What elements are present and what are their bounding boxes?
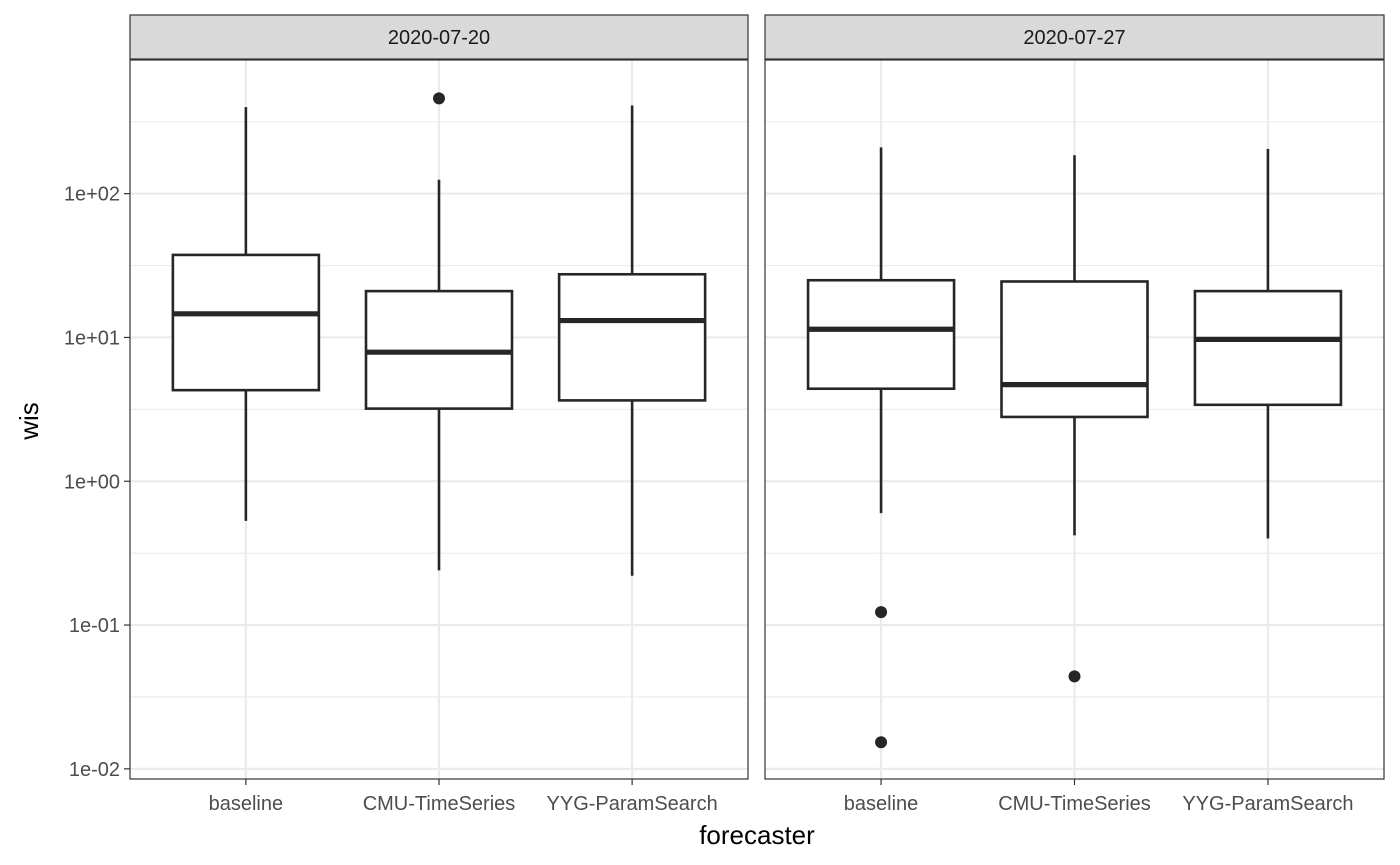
facet-strip-label: 2020-07-27 <box>1023 27 1125 49</box>
facet-strip <box>764 14 1385 60</box>
box-baseline <box>171 253 321 392</box>
box-cmu-timeseries <box>1000 280 1149 419</box>
frame-layer <box>124 14 1385 785</box>
x-tick-label: YYG-ParamSearch <box>1182 793 1353 815</box>
x-axis-title: forecaster <box>699 820 815 850</box>
text-layer: 2020-07-20 baseline CMU-TimeSeries YYG-Para… <box>64 27 1354 815</box>
box-yyg-paramsearch <box>557 272 707 402</box>
x-tick-label: CMU-TimeSeries <box>998 793 1151 815</box>
y-tick-label: 1e-02 <box>69 759 120 781</box>
y-axis-title: wis <box>14 402 44 441</box>
y-tick-label: 1e+02 <box>64 184 120 206</box>
y-tick-label: 1e-01 <box>69 615 120 637</box>
outlier-point <box>875 606 888 619</box>
facet-strip-label: 2020-07-20 <box>388 27 490 49</box>
facet-strip <box>129 14 749 60</box>
x-tick-label: baseline <box>844 793 919 815</box>
x-tick-label: YYG-ParamSearch <box>547 793 718 815</box>
outlier-point <box>1068 670 1081 683</box>
y-tick-label: 1e+01 <box>64 327 120 349</box>
x-tick-label: baseline <box>209 793 284 815</box>
box-baseline <box>806 278 956 391</box>
outlier-point <box>875 736 888 749</box>
outlier-point <box>433 92 445 105</box>
box-yyg-paramsearch <box>1193 289 1343 407</box>
y-tick-label: 1e+00 <box>64 471 120 493</box>
x-tick-label: CMU-TimeSeries <box>363 793 516 815</box>
box-layer <box>171 92 1343 749</box>
grid-layer <box>130 60 1384 779</box>
